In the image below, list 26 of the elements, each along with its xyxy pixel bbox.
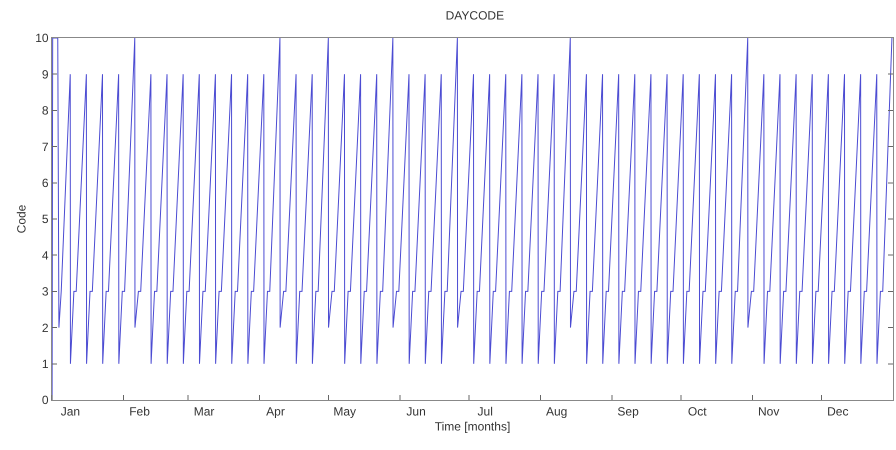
y-tick-label: 4 — [42, 248, 49, 262]
x-tick-label: Feb — [129, 404, 150, 418]
x-tick-label: Jul — [478, 404, 493, 418]
chart-title: DAYCODE — [446, 8, 504, 23]
y-tick-label: 7 — [42, 140, 49, 154]
y-tick-label: 8 — [42, 104, 49, 118]
y-tick-label: 5 — [42, 212, 49, 226]
y-tick-label: 9 — [42, 67, 49, 82]
x-tick-label: Nov — [758, 404, 780, 418]
y-tick-label: 10 — [35, 31, 49, 46]
y-tick-label: 6 — [42, 176, 49, 190]
y-tick-label: 1 — [42, 357, 49, 371]
y-tick-label: 2 — [42, 320, 49, 335]
y-axis-title: Code — [14, 204, 29, 234]
x-tick-label: May — [333, 404, 356, 418]
y-tick-label: 3 — [42, 284, 49, 299]
x-tick-label: Jun — [406, 404, 426, 418]
x-axis-title: Time [months] — [434, 419, 510, 434]
x-tick-label: Apr — [266, 404, 285, 418]
y-tick-label: 0 — [42, 393, 49, 408]
x-tick-label: Jan — [60, 404, 80, 418]
x-tick-label: Sep — [617, 404, 640, 418]
x-tick-label: Oct — [688, 404, 708, 418]
x-tick-label: Mar — [194, 404, 214, 418]
x-tick-label: Dec — [827, 404, 848, 418]
x-tick-label: Aug — [546, 404, 568, 418]
